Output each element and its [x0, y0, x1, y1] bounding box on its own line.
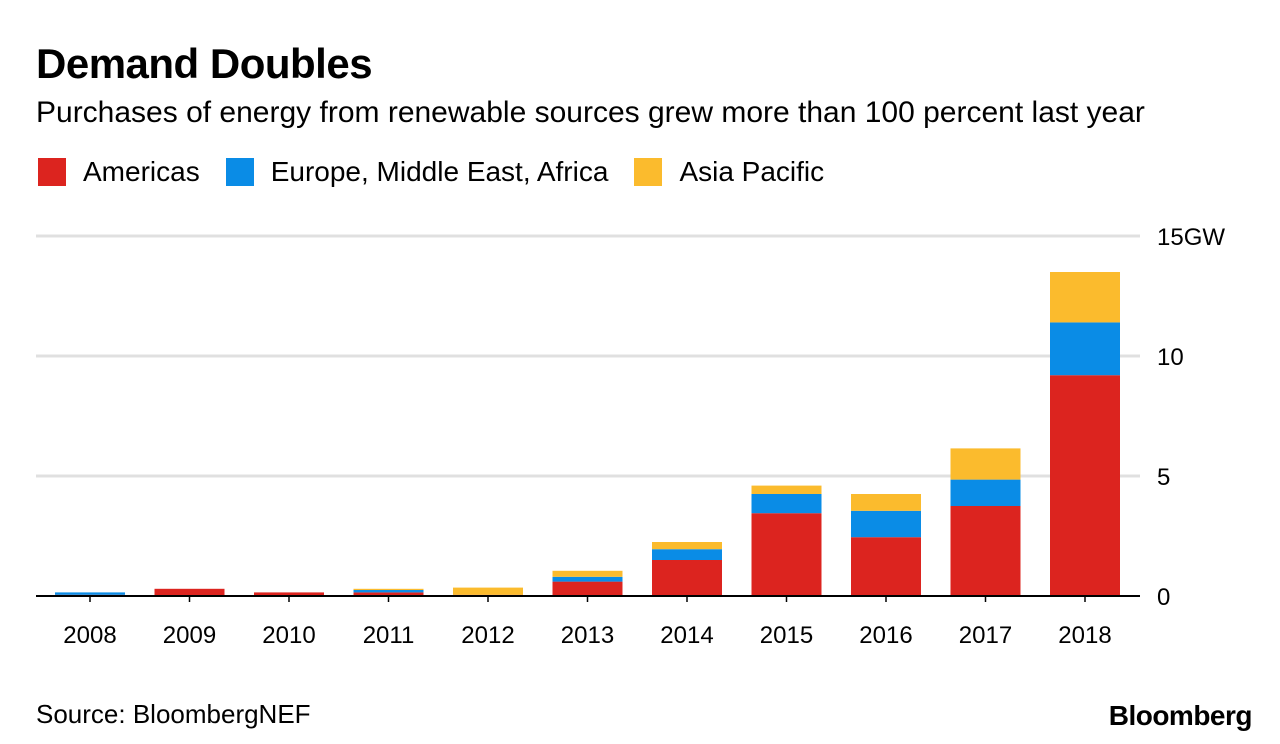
legend-label-emea: Europe, Middle East, Africa [270, 156, 609, 187]
chart-title: Demand Doubles [36, 40, 373, 87]
y-tick-label: 15GW [1157, 224, 1225, 251]
bar-europe-middle-east-africa-2008 [55, 592, 125, 595]
bar-asia-pacific-2015 [751, 485, 822, 494]
bar-asia-pacific-2017 [950, 448, 1021, 480]
y-tick-label: 5 [1157, 464, 1170, 491]
y-tick-label: 0 [1157, 584, 1170, 611]
x-tick-label: 2017 [959, 622, 1012, 649]
bar-americas-2017 [950, 506, 1021, 596]
x-tick-label: 2010 [262, 622, 315, 649]
legend-item-americas: Americas [38, 154, 200, 190]
axes: 15GW 10 5 0 2008 2009 2010 2011 2012 2013 2014 2015… [36, 224, 1225, 649]
bar-asia-pacific-2012 [453, 587, 523, 595]
legend-label-asia-pacific: Asia Pacific [679, 156, 825, 187]
y-tick-label: 10 [1157, 344, 1184, 371]
source-note: Source: BloombergNEF [36, 699, 311, 729]
bar-americas-2018 [1050, 375, 1120, 596]
bar-americas-2015 [751, 513, 822, 596]
x-tick-label: 2013 [561, 622, 614, 649]
bar-asia-pacific-2016 [851, 494, 921, 511]
bar-americas-2009 [154, 588, 225, 596]
legend-item-asia-pacific: Asia Pacific [634, 154, 824, 190]
bar-americas-2011 [353, 592, 424, 596]
x-tick-label: 2014 [660, 622, 713, 649]
bar-americas-2016 [851, 537, 921, 596]
legend-swatch-americas [38, 158, 66, 186]
legend-swatch-emea [225, 158, 254, 186]
bar-asia-pacific-2018 [1050, 272, 1120, 323]
x-tick-label: 2018 [1058, 622, 1111, 649]
legend: Americas Europe, Middle East, Africa Asi… [38, 154, 850, 190]
bar-europe-middle-east-africa-2014 [652, 549, 722, 560]
bar-asia-pacific-2011 [353, 588, 424, 590]
gridlines [36, 234, 1140, 478]
bar-americas-2013 [552, 581, 623, 596]
legend-item-emea: Europe, Middle East, Africa [225, 154, 609, 190]
bar-americas-2010 [254, 592, 324, 596]
x-tick-label: 2016 [859, 622, 912, 649]
bar-europe-middle-east-africa-2018 [1050, 322, 1120, 376]
bar-europe-middle-east-africa-2015 [751, 494, 822, 514]
x-tick-label: 2008 [63, 622, 116, 649]
bar-europe-middle-east-africa-2017 [950, 479, 1021, 506]
legend-swatch-asia-pacific [634, 158, 663, 186]
bar-americas-2014 [652, 560, 722, 596]
bar-europe-middle-east-africa-2011 [353, 590, 424, 593]
x-tick-label: 2009 [163, 622, 216, 649]
x-tick-label: 2015 [760, 622, 813, 649]
bars [55, 272, 1120, 596]
x-tick-label: 2011 [363, 622, 415, 649]
bar-asia-pacific-2013 [552, 570, 623, 577]
bar-asia-pacific-2014 [652, 542, 722, 550]
legend-label-americas: Americas [83, 156, 200, 187]
bar-europe-middle-east-africa-2016 [851, 510, 921, 538]
bar-europe-middle-east-africa-2013 [552, 576, 623, 582]
chart-subtitle: Purchases of energy from renewable sourc… [36, 96, 1145, 129]
x-tick-label: 2012 [461, 622, 514, 649]
bloomberg-logo: Bloomberg [1108, 700, 1253, 731]
